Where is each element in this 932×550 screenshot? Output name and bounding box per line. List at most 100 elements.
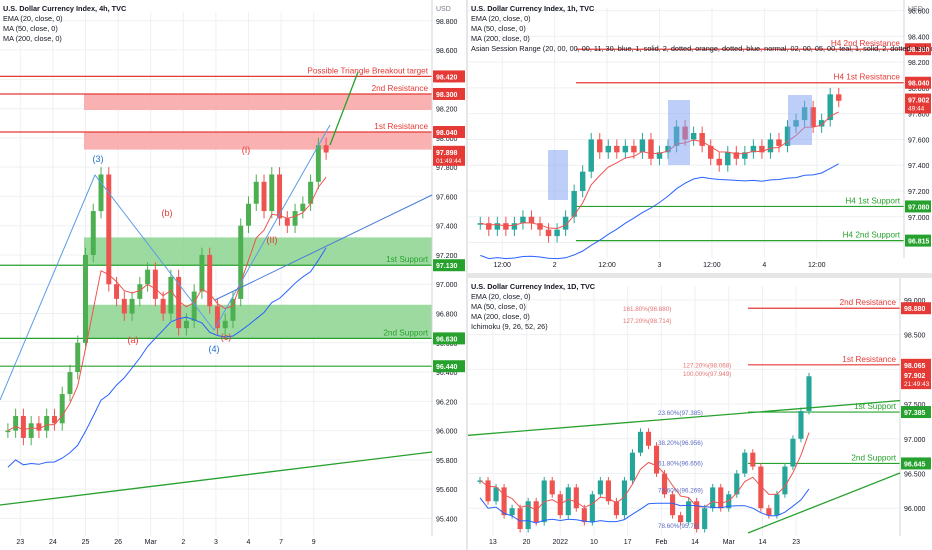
chart-0-level-label: 1st Support	[386, 255, 429, 264]
chart-2-candle-body	[541, 480, 547, 523]
chart-1h-indicator: EMA (20, close, 0)	[471, 14, 531, 23]
chart-2-level-label: 1st Resistance	[842, 355, 896, 364]
chart-2-fib-label: 161.80%(98.880)	[623, 306, 671, 313]
chart-1-candle-body	[605, 145, 612, 153]
chart-2-fib-label: 61.80%(96.656)	[658, 461, 703, 468]
chart-0-y-tick: 96.800	[436, 312, 458, 319]
chart-0-candle-body	[207, 254, 213, 307]
chart-1-candle-body	[562, 216, 569, 230]
chart-1-candle-body	[810, 107, 816, 127]
chart-0-wave-path	[0, 124, 331, 401]
chart-2-candle-body	[758, 466, 764, 509]
chart-0-ema-line	[7, 176, 327, 432]
chart-1-scale-unit: USD	[908, 6, 923, 13]
chart-1-y-tick: 97.400	[908, 163, 930, 170]
chart-0-level-zone	[84, 93, 432, 111]
chart-0-candle-body	[59, 394, 65, 424]
chart-2-candle-body	[637, 431, 644, 453]
chart-2-level-label: 1st Support	[854, 402, 897, 411]
chart-1d-legend: U.S. Dollar Currency Index, 1D, TVC EMA …	[471, 282, 595, 332]
chart-2-y-tick: 96.500	[904, 472, 926, 479]
chart-0-price-tag-text: 96.630	[436, 336, 458, 343]
chart-0-y-tick: 96.400	[436, 370, 458, 377]
chart-0-last-price-tag	[433, 145, 465, 166]
chart-1h-canvas[interactable]: H4 2nd Resistance H4 1st Resistance H4 1st…	[468, 0, 932, 273]
chart-1-price-tag-text: 97.080	[908, 204, 930, 211]
chart-0-target-arrow	[329, 71, 359, 146]
chart-2-price-tag	[901, 457, 931, 470]
chart-1-price-tag	[905, 200, 931, 213]
chart-0-trendline	[0, 451, 433, 506]
chart-2-price-tag	[901, 406, 931, 419]
chart-2-x-tick: Mar	[723, 539, 736, 546]
chart-0-level-zone	[84, 132, 432, 150]
chart-2-candle-body	[565, 487, 571, 516]
chart-0-trendline	[214, 194, 433, 301]
chart-0-x-tick: 26	[114, 539, 122, 546]
chart-0-candle-body	[168, 276, 174, 314]
chart-0-price-tag-text: 96.440	[436, 364, 458, 371]
chart-1-x-tick: 12:00	[493, 262, 511, 269]
chart-0-x-tick: 24	[49, 539, 57, 546]
chart-2-candle-body	[766, 508, 772, 516]
chart-1-candle-body	[511, 223, 518, 230]
chart-2-candle-body	[613, 501, 619, 516]
chart-1-candle-body	[631, 145, 637, 153]
chart-0-candle-body	[90, 211, 96, 255]
chart-0-candle-body	[106, 174, 112, 285]
chart-panel-4h[interactable]: Possible Triangle Breakout target 2nd Res…	[0, 0, 466, 550]
chart-2-candle-body	[774, 494, 780, 516]
chart-0-x-tick: 9	[312, 539, 316, 546]
chart-2-candle-body	[661, 473, 668, 495]
chart-panel-1d[interactable]: 2nd Resistance 1st Resistance 1st Support 2…	[468, 278, 932, 550]
chart-2-candle-body	[798, 411, 804, 439]
chart-2-x-tick: 23	[792, 539, 800, 546]
chart-0-candle-body	[13, 415, 19, 431]
chart-0-candle-body	[199, 254, 205, 292]
chart-0-wave-label: (3)	[93, 154, 104, 164]
chart-0-y-tick: 98.600	[436, 48, 458, 55]
chart-1-ma50-line	[480, 163, 839, 260]
chart-2-candle-body	[645, 431, 652, 446]
chart-1-candle-body	[494, 223, 501, 230]
chart-0-price-tag-text: 97.130	[436, 263, 458, 270]
chart-2-trendline	[468, 399, 901, 436]
chart-1-asian-range	[668, 100, 690, 165]
chart-2-candle-body	[790, 438, 796, 467]
chart-2-x-tick: 10	[590, 539, 598, 546]
chart-0-candle-body	[253, 181, 259, 204]
chart-2-y-tick: 99.000	[904, 298, 926, 305]
panel-divider-horizontal	[468, 273, 932, 278]
chart-2-candle-body	[686, 501, 692, 523]
chart-1h-indicator: MA (50, close, 0)	[471, 24, 526, 33]
chart-2-candle-body	[653, 445, 660, 474]
chart-0-price-tag	[433, 259, 465, 272]
chart-0-y-tick: 98.800	[436, 19, 458, 26]
chart-0-candle-body	[5, 430, 11, 433]
chart-0-candle-body	[129, 298, 135, 314]
chart-0-x-tick: 2	[181, 539, 185, 546]
chart-0-wave-label: (c)	[221, 332, 232, 342]
chart-1-candle-body	[707, 145, 714, 159]
chart-1-candle-body	[639, 139, 646, 153]
chart-4h-canvas[interactable]: Possible Triangle Breakout target 2nd Res…	[0, 0, 466, 550]
chart-0-candle-body	[300, 203, 306, 212]
chart-0-price-tag-text: 98.040	[436, 130, 458, 137]
chart-1d-canvas[interactable]: 2nd Resistance 1st Resistance 1st Support 2…	[468, 278, 932, 550]
chart-0-candle-body	[51, 415, 57, 424]
chart-0-candle-body	[137, 284, 143, 299]
chart-2-candle-body	[702, 508, 708, 530]
chart-0-y-tick: 96.200	[436, 399, 458, 406]
chart-0-y-tick: 97.600	[436, 194, 458, 201]
chart-1-y-tick: 97.000	[908, 215, 930, 222]
chart-1-asian-range	[788, 95, 812, 145]
chart-0-price-tag	[433, 70, 465, 83]
chart-2-candle-body	[678, 515, 684, 523]
chart-panel-1h[interactable]: H4 2nd Resistance H4 1st Resistance H4 1st…	[468, 0, 932, 273]
chart-1-candle-body	[733, 152, 740, 159]
chart-1-candle-body	[648, 139, 654, 159]
chart-1-price-tag-text: 96.815	[908, 239, 930, 246]
chart-2-candle-body	[718, 487, 724, 509]
chart-0-level-label: 2nd Resistance	[372, 84, 429, 93]
chart-1-y-tick: 98.400	[908, 34, 930, 41]
